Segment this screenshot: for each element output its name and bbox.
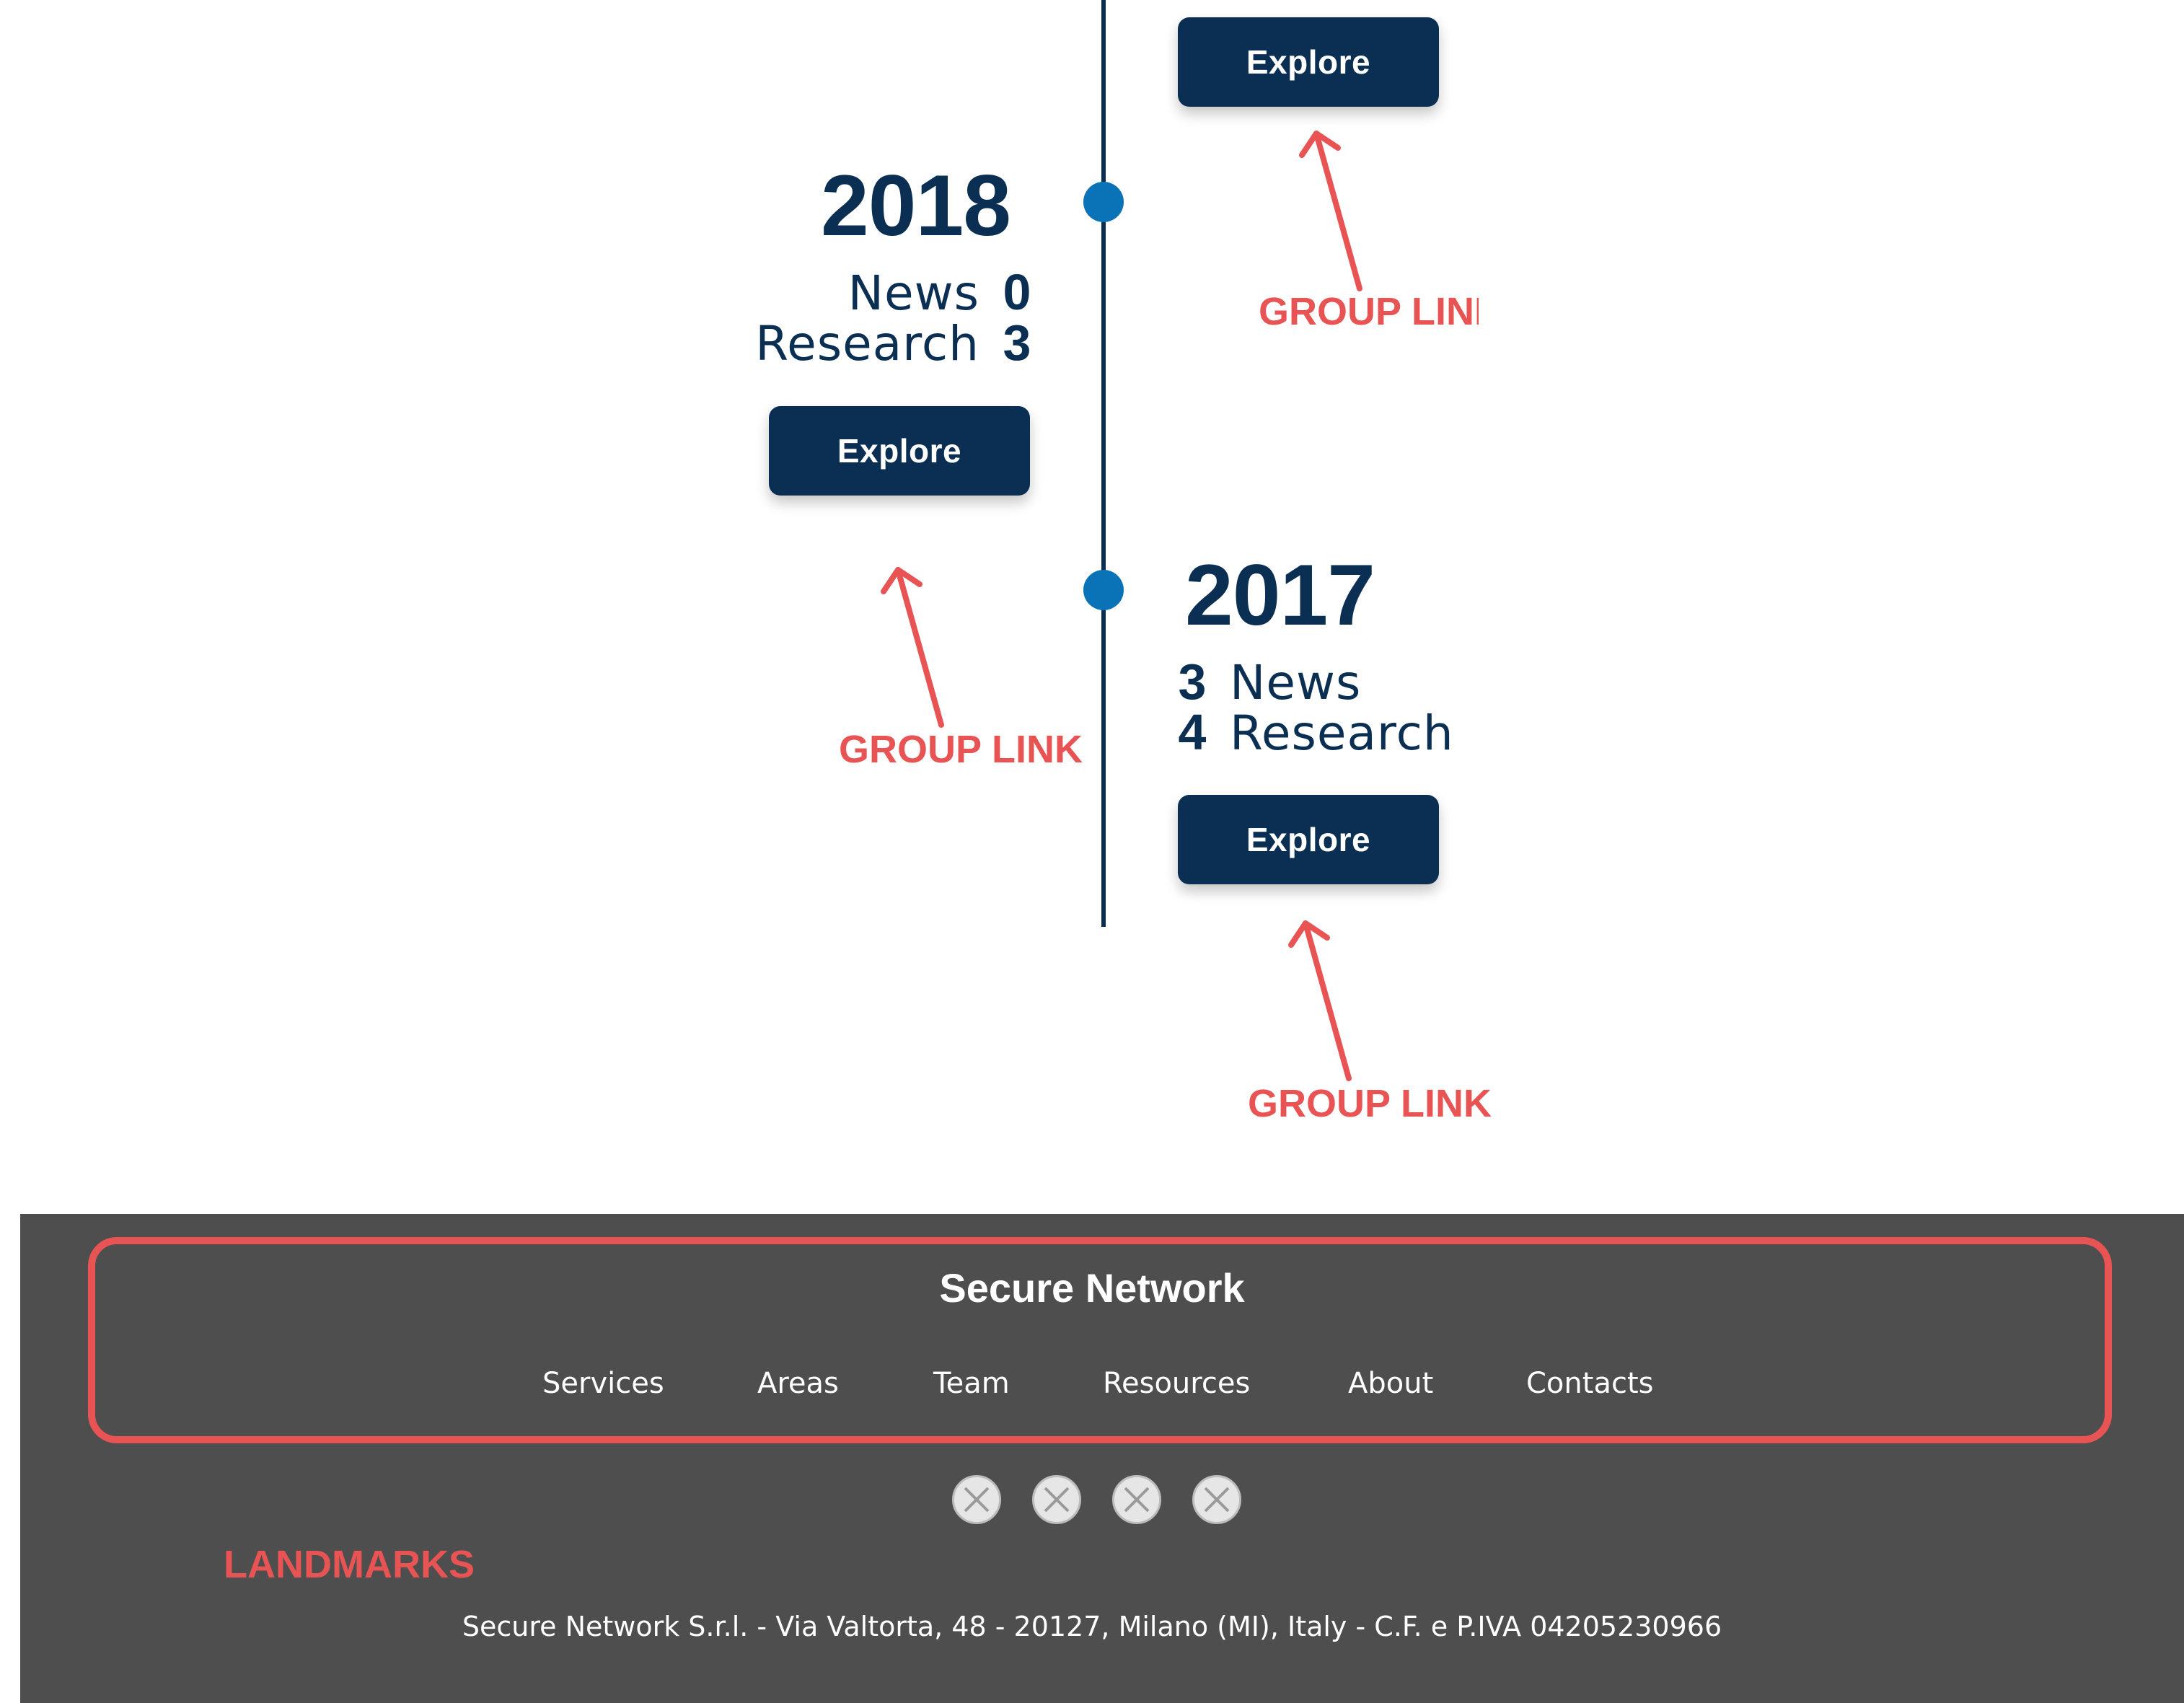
explore-button-2018[interactable]: Explore bbox=[769, 406, 1030, 496]
footer-brand[interactable]: Secure Network bbox=[939, 1265, 1245, 1311]
explore-button-top[interactable]: Explore bbox=[1178, 17, 1439, 107]
footer-nav-contacts[interactable]: Contacts bbox=[1526, 1367, 1654, 1400]
footer-nav-team[interactable]: Team bbox=[933, 1367, 1010, 1400]
research-count-row-2018: Research 3 bbox=[649, 317, 1031, 368]
research-count: 4 bbox=[1178, 704, 1207, 760]
social-placeholder-icon[interactable] bbox=[1112, 1475, 1161, 1524]
year-2018: 2018 bbox=[821, 157, 1011, 254]
social-placeholder-icon[interactable] bbox=[952, 1475, 1001, 1524]
footer-nav-about[interactable]: About bbox=[1348, 1367, 1434, 1400]
annotation-group-link-top: GROUP LINK bbox=[1259, 292, 1479, 331]
explore-button-2017[interactable]: Explore bbox=[1178, 795, 1439, 884]
footer-nav-resources[interactable]: Resources bbox=[1103, 1367, 1251, 1400]
timeline-line bbox=[1101, 0, 1106, 927]
annotation-group-link-2018: GROUP LINK bbox=[839, 728, 1083, 771]
arrow-group-link-top bbox=[1313, 131, 1362, 291]
annotation-group-link-2017: GROUP LINK bbox=[1248, 1082, 1492, 1125]
footer-nav-services[interactable]: Services bbox=[542, 1367, 664, 1400]
timeline-dot-2018 bbox=[1083, 182, 1124, 222]
news-count-row-2017: 3 News bbox=[1178, 656, 1361, 707]
timeline-dot-2017 bbox=[1083, 570, 1124, 610]
footer-address: Secure Network S.r.l. - Via Valtorta, 48… bbox=[462, 1611, 1722, 1642]
social-placeholder-icon[interactable] bbox=[1032, 1475, 1081, 1524]
annotation-landmarks: LANDMARKS bbox=[224, 1543, 475, 1586]
news-count: 0 bbox=[1003, 264, 1031, 320]
social-placeholder-icon[interactable] bbox=[1192, 1475, 1241, 1524]
news-count-row-2018: News 0 bbox=[649, 267, 1031, 317]
arrow-group-link-2017 bbox=[1303, 920, 1352, 1081]
research-label: Research bbox=[1230, 705, 1454, 761]
research-label: Research bbox=[755, 316, 979, 371]
research-count: 3 bbox=[1003, 314, 1031, 371]
year-2017: 2017 bbox=[1185, 547, 1375, 643]
arrow-group-link-2018 bbox=[895, 567, 944, 728]
news-count: 3 bbox=[1178, 654, 1207, 710]
footer-nav-areas[interactable]: Areas bbox=[757, 1367, 839, 1400]
research-count-row-2017: 4 Research bbox=[1178, 707, 1454, 757]
site-footer bbox=[20, 1214, 2184, 1703]
landmark-annotation-box bbox=[88, 1237, 2112, 1443]
news-label: News bbox=[1230, 655, 1362, 710]
news-label: News bbox=[847, 265, 979, 321]
